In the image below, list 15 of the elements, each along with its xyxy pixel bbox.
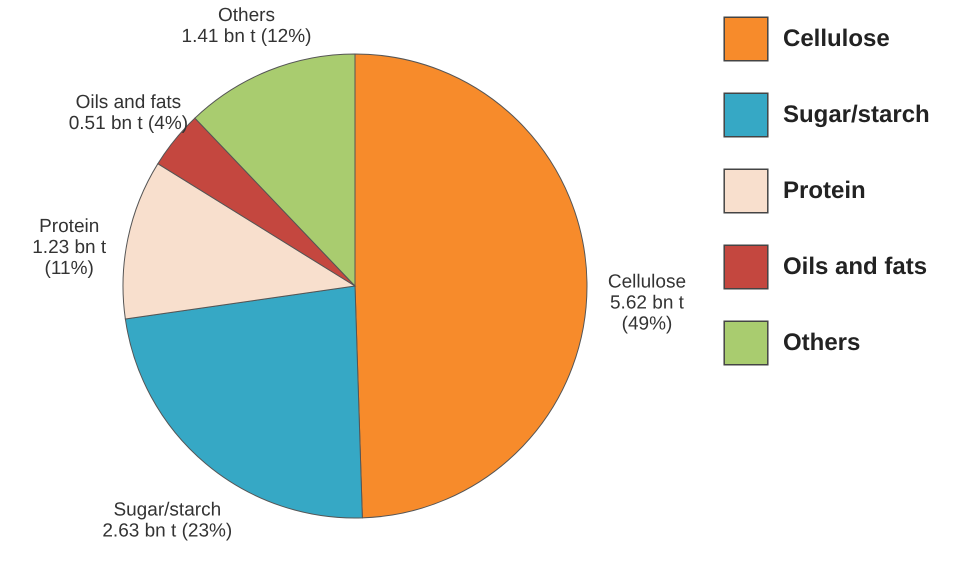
legend-label: Cellulose (783, 25, 890, 52)
slice-label: Oils and fats (76, 92, 182, 113)
slice-label: Sugar/starch (113, 500, 222, 521)
slice-label: Protein (39, 216, 100, 238)
data-label: 2.63 bn t (23%) (102, 520, 232, 542)
data-label: 5.62 bn t (49%) (610, 292, 685, 334)
data-label: 0.51 bn t (4%) (68, 112, 188, 134)
slice-label: Others (218, 4, 275, 26)
legend-label: Oils and fats (783, 253, 928, 280)
legend-label: Sugar/starch (783, 101, 930, 128)
legend-label: Protein (783, 177, 866, 204)
data-label: 1.41 bn t (12%) (182, 26, 312, 47)
data-label: 1.23 bn t (11%) (32, 237, 107, 280)
slice-label: Cellulose (608, 271, 686, 292)
legend-label: Others (783, 329, 860, 356)
